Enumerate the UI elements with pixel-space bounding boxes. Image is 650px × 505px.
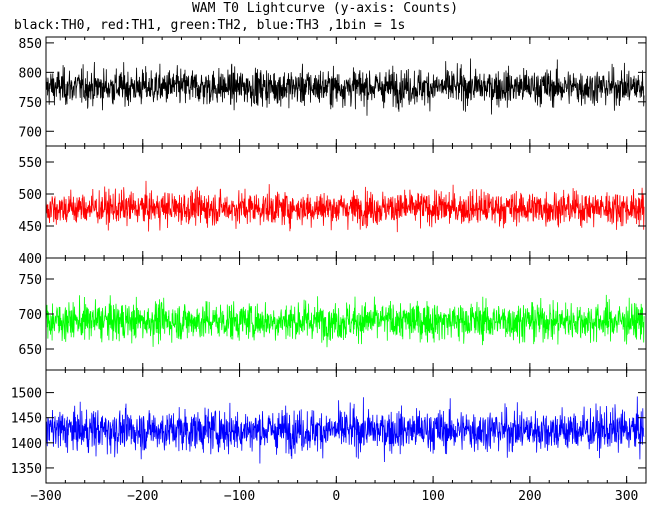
x-tick-label: 300: [615, 489, 638, 504]
chart-subtitle: black:TH0, red:TH1, green:TH2, blue:TH3 …: [14, 18, 406, 33]
y-tick-label: 1400: [11, 437, 42, 452]
chart-title: WAM T0 Lightcurve (y-axis: Counts): [191, 1, 459, 16]
y-tick-label: 550: [19, 156, 42, 171]
x-tick-label: −100: [224, 489, 255, 504]
x-tick-label: −200: [127, 489, 158, 504]
series-line-th0: [45, 58, 645, 116]
y-tick-label: 450: [19, 220, 42, 235]
panel-frame-th3: [45, 369, 647, 484]
series-line-th2: [45, 294, 645, 348]
series-line-th1: [45, 180, 645, 233]
y-tick-label: 700: [19, 125, 42, 140]
y-tick-label: 1450: [11, 412, 42, 427]
y-tick-label: 650: [19, 343, 42, 358]
y-tick-label: 800: [19, 66, 42, 81]
y-tick-label: 750: [19, 273, 42, 288]
y-tick-label: 1500: [11, 387, 42, 402]
y-tick-label: 400: [19, 252, 42, 267]
y-tick-label: 850: [19, 37, 42, 52]
x-tick-label: 100: [421, 489, 444, 504]
y-tick-label: 750: [19, 96, 42, 111]
series-line-th3: [45, 396, 645, 464]
y-tick-label: 1350: [11, 462, 42, 477]
y-tick-label: 500: [19, 188, 42, 203]
x-tick-label: 0: [332, 489, 340, 504]
x-tick-label: −300: [30, 489, 61, 504]
y-tick-label: 700: [19, 308, 42, 323]
x-tick-label: 200: [518, 489, 541, 504]
